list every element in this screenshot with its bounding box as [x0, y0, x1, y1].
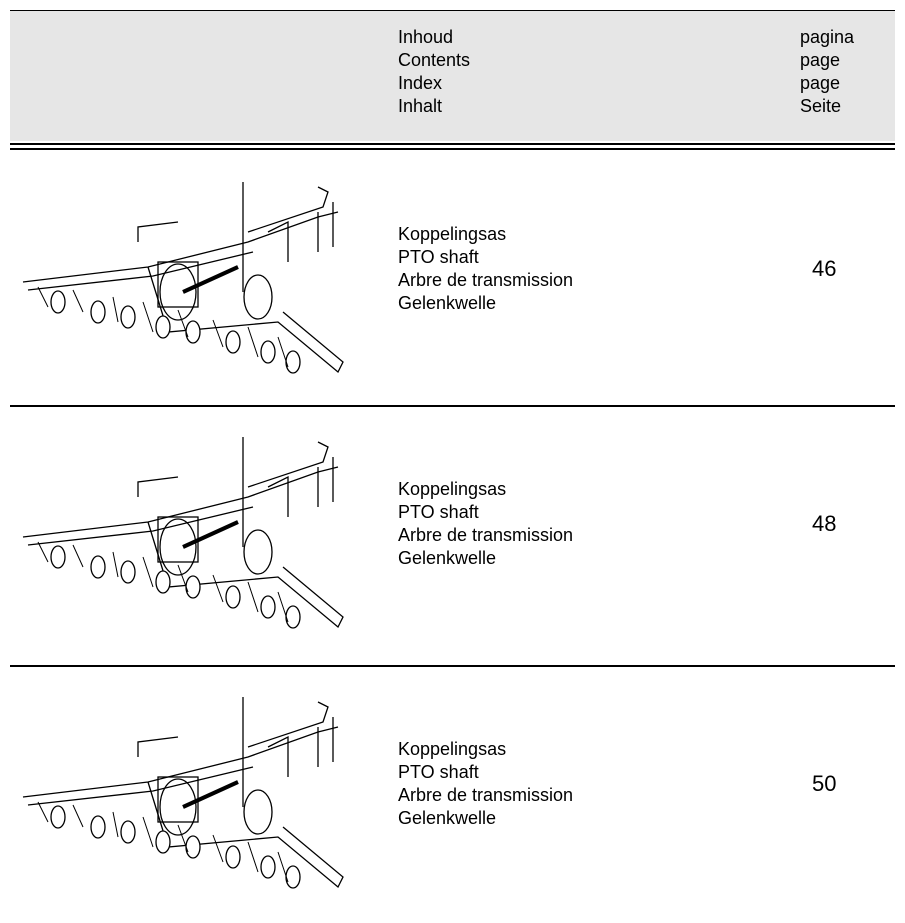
description-line: Arbre de transmission: [398, 784, 573, 807]
row-rule: [10, 665, 895, 667]
page-number: 50: [812, 771, 836, 797]
machine-illustration: [18, 687, 348, 907]
row-rule: [10, 405, 895, 407]
page-number: 48: [812, 511, 836, 537]
header-label: Inhoud: [398, 26, 470, 49]
machine-illustration: [18, 172, 348, 392]
index-page: InhoudContentsIndexInhalt paginapagepage…: [0, 0, 905, 923]
header-label: Index: [398, 72, 470, 95]
machine-drawing: [23, 697, 343, 888]
double-rule: [10, 148, 895, 150]
description-line: PTO shaft: [398, 246, 573, 269]
header-page-label: page: [800, 49, 854, 72]
machine-illustration: [18, 427, 348, 647]
header-page-label: pagina: [800, 26, 854, 49]
header-label: Contents: [398, 49, 470, 72]
description-line: Gelenkwelle: [398, 292, 573, 315]
description-line: Gelenkwelle: [398, 807, 573, 830]
machine-drawing: [23, 182, 343, 373]
description-line: PTO shaft: [398, 501, 573, 524]
machine-drawing: [23, 437, 343, 628]
description-line: Arbre de transmission: [398, 269, 573, 292]
description-line: PTO shaft: [398, 761, 573, 784]
header-page-label: Seite: [800, 95, 854, 118]
description-line: Koppelingsas: [398, 223, 573, 246]
description-line: Koppelingsas: [398, 478, 573, 501]
page-number: 46: [812, 256, 836, 282]
description-line: Arbre de transmission: [398, 524, 573, 547]
header-label: Inhalt: [398, 95, 470, 118]
header-page-label: page: [800, 72, 854, 95]
double-rule: [10, 143, 895, 145]
description-line: Koppelingsas: [398, 738, 573, 761]
description-line: Gelenkwelle: [398, 547, 573, 570]
